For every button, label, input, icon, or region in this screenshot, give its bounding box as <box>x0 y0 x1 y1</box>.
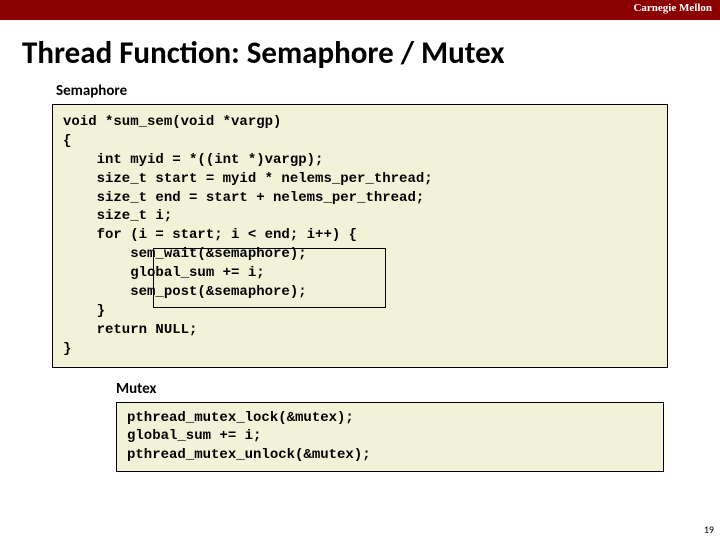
highlight-box <box>153 248 386 308</box>
code-line: for (i = start; i < end; i++) { <box>63 226 657 245</box>
institution-label: Carnegie Mellon <box>633 2 712 14</box>
code-line: size_t start = myid * nelems_per_thread; <box>63 170 657 189</box>
semaphore-label: Semaphore <box>0 82 720 104</box>
code-line: int myid = *((int *)vargp); <box>63 151 657 170</box>
code-line: void *sum_sem(void *vargp) <box>63 113 657 132</box>
code-line: pthread_mutex_unlock(&mutex); <box>127 446 653 465</box>
slide-title: Thread Function: Semaphore / Mutex <box>0 20 720 82</box>
page-number: 19 <box>704 523 714 536</box>
mutex-label: Mutex <box>0 368 720 402</box>
code-line: } <box>63 340 657 359</box>
mutex-code-box: pthread_mutex_lock(&mutex); global_sum +… <box>116 402 664 473</box>
code-line: return NULL; <box>63 321 657 340</box>
code-line: { <box>63 132 657 151</box>
code-line: pthread_mutex_lock(&mutex); <box>127 409 653 428</box>
code-line: size_t i; <box>63 207 657 226</box>
header-bar: Carnegie Mellon <box>0 0 720 20</box>
code-line: size_t end = start + nelems_per_thread; <box>63 189 657 208</box>
code-line: global_sum += i; <box>127 427 653 446</box>
semaphore-code-box: void *sum_sem(void *vargp) { int myid = … <box>52 104 668 368</box>
